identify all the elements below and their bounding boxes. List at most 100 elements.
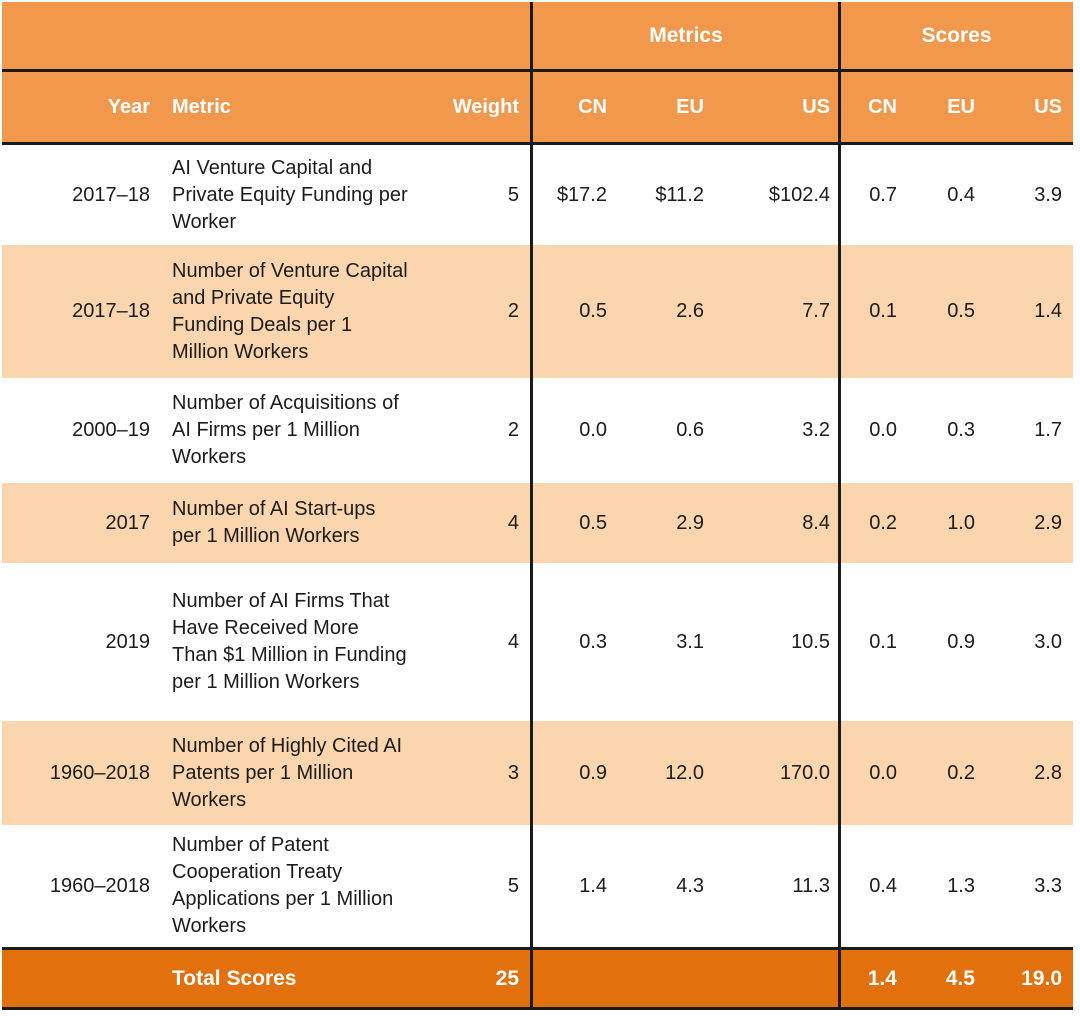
scores-eu-cell: 0.5 [947, 300, 975, 322]
metrics-eu-header: EU [676, 95, 704, 118]
metrics-cn-cell: $17.2 [556, 183, 607, 206]
year-cell: 2000–19 [72, 419, 150, 441]
metric-text: Number of Acquisitions of AI Firms per 1… [172, 392, 399, 468]
metrics-us-header: US [802, 95, 830, 118]
metrics-eu-cell: $11.2 [655, 183, 704, 206]
scores-us-cell: 3.9 [1034, 183, 1062, 206]
metric-header: Metric [172, 96, 231, 118]
scores-us-cell: 1.7 [1034, 419, 1062, 441]
metric-text: Number of Venture Capital and Private Eq… [172, 259, 408, 363]
metrics-us-cell: 10.5 [791, 630, 830, 653]
table-row: 1960–2018 Number of Highly Cited AI Pate… [2, 721, 1073, 825]
table-row: 2017 Number of AI Start-ups per 1 Millio… [2, 483, 1073, 563]
column-header-row: Year Metric Weight CN EU US CN EU US [2, 72, 1073, 145]
scores-us-cell: 2.8 [1034, 761, 1062, 784]
weight-cell: 2 [507, 300, 519, 322]
metrics-group-header: Metrics [649, 23, 723, 47]
metric-cell: Number of AI Firms That Have Received Mo… [150, 563, 472, 721]
total-score-eu: 4.5 [945, 966, 975, 990]
metrics-cn-cell: 0.5 [579, 300, 607, 322]
year-cell: 2019 [105, 630, 151, 653]
group-header-row: Metrics Scores [2, 2, 1073, 72]
scores-us-cell: 2.9 [1034, 511, 1062, 534]
scores-cn-cell: 0.4 [869, 874, 897, 897]
total-score-us: 19.0 [1021, 966, 1062, 990]
metrics-cn-cell: 0.5 [579, 511, 607, 534]
scores-cn-cell: 0.1 [869, 300, 897, 322]
metrics-us-cell: 7.7 [802, 300, 830, 322]
metric-cell: Number of AI Start-ups per 1 Million Wor… [150, 483, 472, 563]
metrics-cn-cell: 0.0 [579, 419, 607, 441]
metrics-eu-cell: 12.0 [665, 761, 704, 784]
total-weight: 25 [495, 966, 519, 990]
scores-cn-cell: 0.7 [869, 183, 897, 206]
scores-group-header: Scores [921, 23, 992, 47]
scores-eu-cell: 0.9 [947, 630, 975, 653]
year-header: Year [107, 95, 150, 118]
scores-cn-cell: 0.1 [869, 630, 897, 653]
scores-cn-cell: 0.0 [869, 761, 897, 784]
total-metrics-eu [617, 950, 714, 1007]
total-metrics-us [714, 950, 840, 1007]
scores-cn-cell: 0.0 [869, 419, 897, 441]
weight-cell: 5 [507, 874, 519, 897]
total-metrics-cn [532, 950, 617, 1007]
metric-cell: Number of Highly Cited AI Patents per 1 … [150, 721, 472, 825]
metrics-cn-cell: 0.3 [579, 630, 607, 653]
metric-text: Number of Patent Cooperation Treaty Appl… [172, 834, 394, 937]
table-row: 2017–18 AI Venture Capital and Private E… [2, 145, 1073, 245]
metrics-us-cell: 11.3 [792, 874, 830, 897]
metric-cell: Number of Acquisitions of AI Firms per 1… [150, 378, 472, 483]
weight-cell: 4 [507, 511, 519, 534]
scores-eu-cell: 1.3 [947, 874, 975, 897]
metrics-us-cell: $102.4 [768, 183, 830, 206]
scores-eu-cell: 0.3 [947, 419, 975, 441]
year-cell: 2017–18 [72, 183, 150, 206]
metrics-section-divider [530, 2, 533, 1010]
scores-cn-header: CN [868, 95, 897, 118]
metrics-us-cell: 3.2 [802, 419, 830, 441]
metrics-eu-cell: 2.9 [676, 511, 704, 534]
weight-cell: 4 [507, 630, 519, 653]
group-header-blank [2, 2, 532, 69]
metric-text: Number of AI Start-ups per 1 Million Wor… [172, 498, 376, 547]
weight-cell: 3 [507, 761, 519, 784]
total-label: Total Scores [172, 967, 297, 990]
metric-text: AI Venture Capital and Private Equity Fu… [172, 156, 408, 233]
scores-eu-cell: 0.4 [947, 183, 975, 206]
table-row: 2000–19 Number of Acquisitions of AI Fir… [2, 378, 1073, 483]
total-score-cn: 1.4 [867, 966, 897, 990]
year-cell: 1960–2018 [49, 874, 150, 897]
year-cell: 2017–18 [72, 300, 150, 322]
metrics-eu-cell: 0.6 [676, 419, 704, 441]
metrics-eu-cell: 2.6 [676, 300, 704, 322]
scores-us-cell: 3.0 [1034, 630, 1062, 653]
year-cell: 1960–2018 [49, 761, 150, 784]
scores-cn-cell: 0.2 [869, 511, 897, 534]
metric-cell: AI Venture Capital and Private Equity Fu… [150, 145, 472, 245]
scores-us-cell: 1.4 [1034, 300, 1062, 322]
table-row: 2017–18 Number of Venture Capital and Pr… [2, 245, 1073, 378]
scores-eu-cell: 1.0 [947, 511, 975, 534]
weight-cell: 2 [507, 419, 519, 441]
metrics-cn-cell: 1.4 [579, 874, 607, 897]
year-cell: 2017 [105, 511, 151, 534]
metrics-us-cell: 170.0 [779, 761, 830, 784]
weight-header: Weight [452, 95, 519, 118]
metric-text: Number of AI Firms That Have Received Mo… [172, 590, 407, 693]
comparison-table: Metrics Scores Year Metric Weight CN EU … [2, 2, 1073, 1010]
scores-eu-header: EU [947, 95, 975, 118]
metrics-eu-cell: 3.1 [676, 630, 704, 653]
metric-cell: Number of Patent Cooperation Treaty Appl… [150, 825, 472, 947]
metrics-eu-cell: 4.3 [676, 874, 704, 897]
total-row: Total Scores 25 1.4 4.5 19.0 [2, 947, 1073, 1010]
metrics-cn-cell: 0.9 [579, 761, 607, 784]
scores-us-header: US [1034, 95, 1062, 118]
scores-section-divider [838, 2, 841, 1010]
table-row: 1960–2018 Number of Patent Cooperation T… [2, 825, 1073, 947]
metrics-cn-header: CN [578, 95, 607, 118]
table-row: 2019 Number of AI Firms That Have Receiv… [2, 563, 1073, 721]
weight-cell: 5 [507, 183, 519, 206]
total-blank-year [2, 950, 150, 1007]
scores-us-cell: 3.3 [1034, 874, 1062, 897]
